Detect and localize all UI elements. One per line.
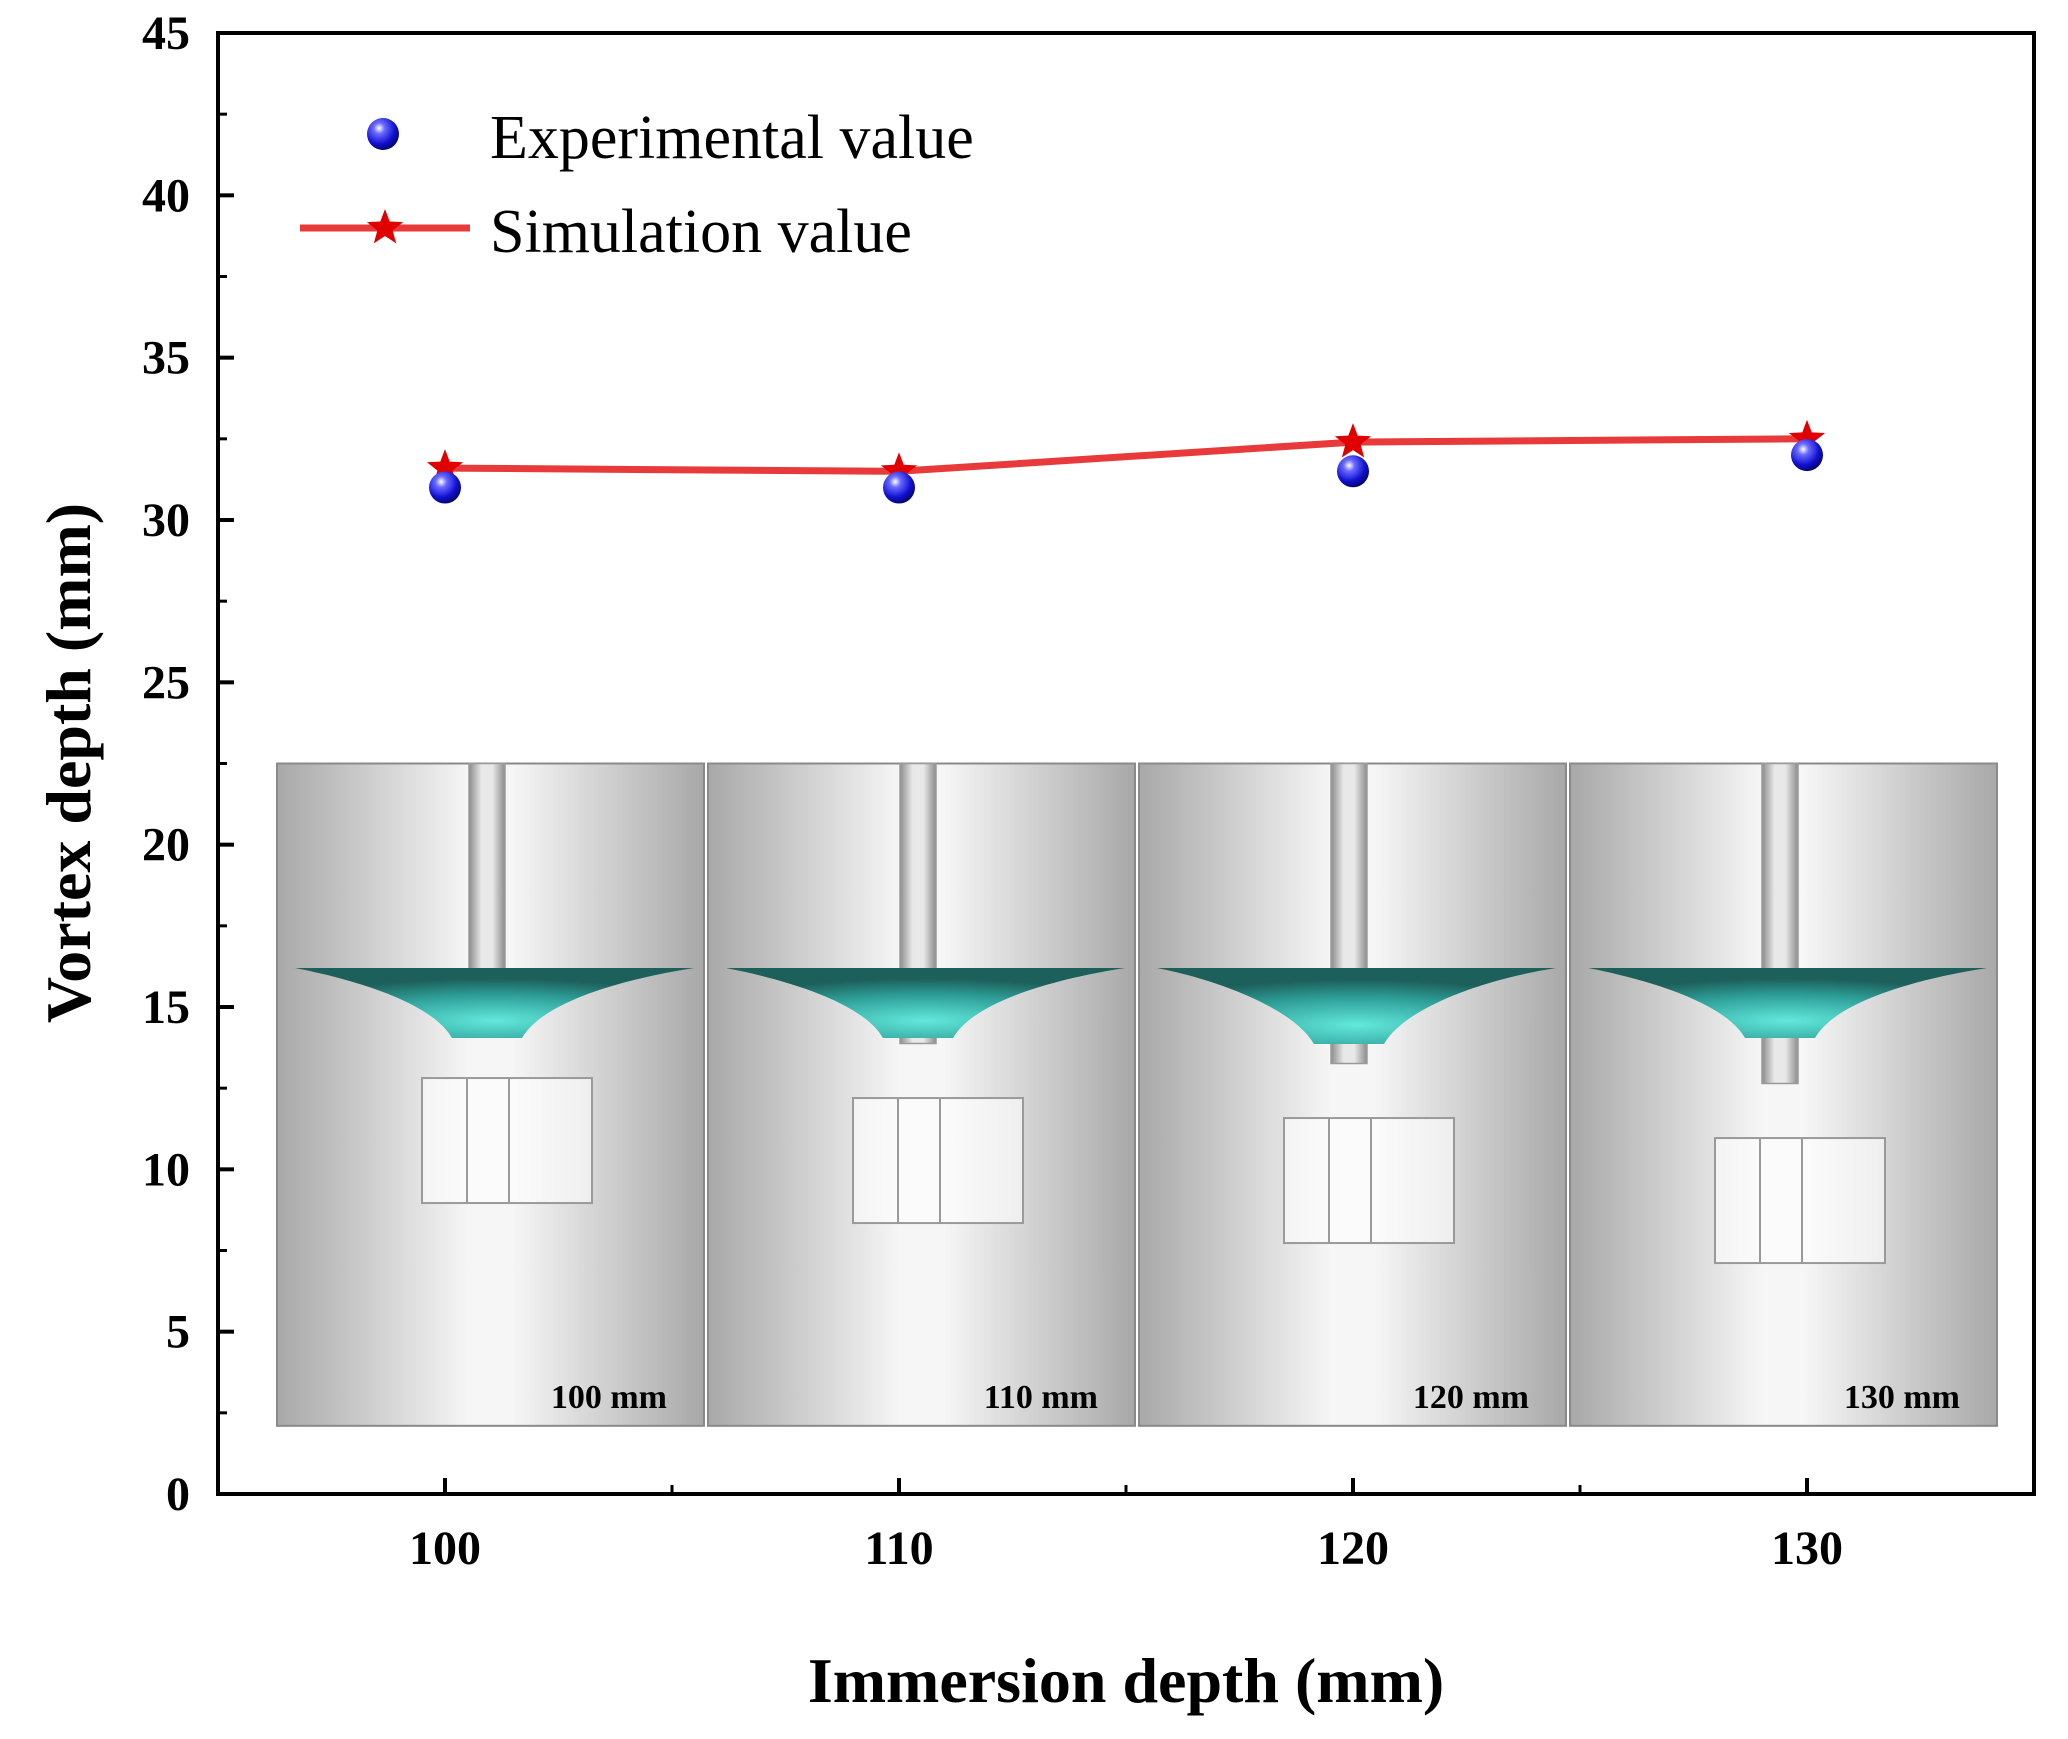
- y-tick-label: 10: [142, 1143, 190, 1196]
- y-axis-title: Vortex depth (mm): [33, 503, 104, 1023]
- simulation-point: [426, 449, 464, 484]
- y-tick-label: 35: [142, 332, 190, 385]
- y-axis: 0 5 10 15 20 25 30 35 40 45: [142, 7, 234, 1521]
- x-axis: 100 110 120 130: [409, 1478, 2036, 1575]
- simulation-point: [1788, 419, 1826, 455]
- simulation-point: [1334, 423, 1372, 458]
- experimental-point: [883, 471, 915, 504]
- simulation-series: [426, 419, 1826, 487]
- legend-experimental-marker: [367, 118, 399, 150]
- impeller: [852, 1097, 1024, 1225]
- x-tick-label: 110: [864, 1522, 933, 1575]
- experimental-point: [1337, 455, 1369, 488]
- legend: Experimental value Simulation value: [300, 104, 974, 266]
- legend-experimental-label: Experimental value: [490, 104, 974, 172]
- vortex-surface: [726, 968, 1125, 1039]
- x-tick-label: 120: [1317, 1522, 1389, 1575]
- y-tick-label: 5: [166, 1306, 190, 1359]
- legend-simulation-marker: [366, 209, 404, 244]
- x-tick-label: 130: [1771, 1522, 1843, 1575]
- inset-panel: 120 mm: [1138, 762, 1567, 1427]
- y-tick-label: 40: [142, 169, 190, 222]
- impeller: [1283, 1117, 1455, 1245]
- inset-panel-label: 100 mm: [551, 1379, 667, 1416]
- inset-panel: 110 mm: [707, 762, 1136, 1427]
- impeller: [1714, 1137, 1886, 1265]
- impeller: [421, 1077, 593, 1205]
- inset-panel-label: 120 mm: [1413, 1379, 1529, 1416]
- simulation-line: [444, 435, 1808, 475]
- x-tick-label: 100: [409, 1522, 481, 1575]
- experimental-point: [1791, 439, 1823, 472]
- vortex-surface: [1588, 968, 1987, 1039]
- inset-panel: 130 mm: [1569, 762, 1998, 1427]
- legend-simulation-label: Simulation value: [490, 198, 912, 266]
- inset-vortex-images: 100 mm 110 mm 120 mm 130 mm: [276, 762, 1998, 1427]
- simulation-point: [880, 452, 918, 487]
- x-axis-title: Immersion depth (mm): [808, 1645, 1444, 1716]
- inset-panel: 100 mm: [276, 762, 705, 1427]
- inset-panel-label: 130 mm: [1844, 1379, 1960, 1416]
- vortex-surface: [1157, 968, 1556, 1045]
- y-tick-label: 30: [142, 494, 190, 547]
- inset-panel-label: 110 mm: [984, 1379, 1098, 1416]
- vortex-surface: [295, 968, 694, 1039]
- experimental-series: [429, 439, 1823, 504]
- y-tick-label: 20: [142, 819, 190, 872]
- y-tick-label: 45: [142, 7, 190, 60]
- y-tick-label: 15: [142, 981, 190, 1034]
- y-tick-label: 0: [166, 1468, 190, 1521]
- experimental-point: [429, 471, 461, 504]
- y-tick-label: 25: [142, 656, 190, 709]
